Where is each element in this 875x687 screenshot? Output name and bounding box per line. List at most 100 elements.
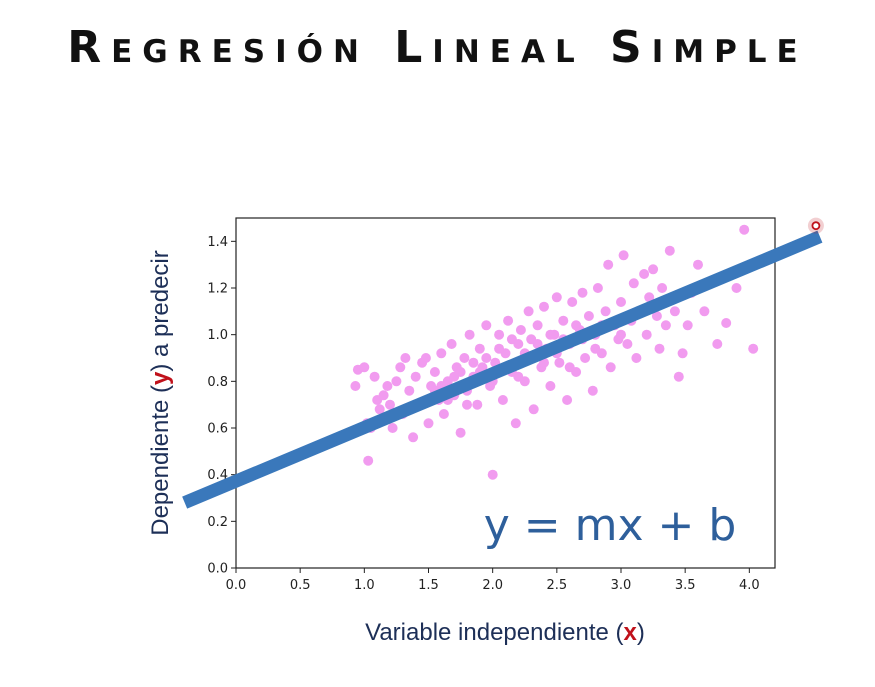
data-point [648,264,659,275]
data-point [669,306,680,317]
x-axis-label: Variable independiente (x) [365,619,645,646]
data-point [423,418,434,429]
x-tick-label: 4.0 [739,578,760,593]
data-point [468,357,479,368]
y-tick-label: 0.8 [207,375,228,390]
data-point [600,306,611,317]
data-point [657,283,668,293]
data-point [497,395,508,405]
y-tick-label: 0.2 [207,515,228,530]
data-point [628,278,639,289]
data-point [641,329,652,340]
y-axis-label-before: Dependiente ( [147,385,174,536]
data-point [449,371,460,382]
x-axis-label-highlight: x [624,619,638,646]
data-point [374,404,385,415]
data-point [391,376,402,387]
data-point [510,418,521,429]
data-point [562,395,573,405]
data-point [564,362,575,373]
data-point [523,306,534,317]
data-point [528,404,539,415]
data-point [400,353,411,363]
data-point [567,297,578,307]
data-point [385,399,395,410]
y-axis-label-highlight: y [147,371,174,385]
data-point [438,409,449,419]
data-point [551,292,562,303]
regression-line [182,230,823,509]
data-point [420,353,431,363]
y-axis-label: Dependiente (y) a predecir [147,250,174,536]
data-point [731,283,742,293]
data-point [631,353,642,363]
y-tick-label: 1.4 [207,235,228,250]
data-point [408,432,419,443]
y-tick-label: 0.4 [207,468,228,483]
data-point [487,469,498,480]
data-point [474,343,485,354]
y-tick-label: 0.0 [207,562,228,577]
data-point [436,348,447,359]
data-point [369,371,380,382]
data-point [481,353,492,363]
data-point [503,315,514,326]
y-axis-label-after: ) a predecir [147,250,174,371]
data-point [404,385,415,396]
data-point [459,353,470,363]
data-point [515,325,526,335]
x-tick-label: 1.0 [354,578,375,593]
y-tick-label: 0.6 [207,422,228,437]
equation-annotation: y = mx + b [484,500,737,551]
data-point [350,381,361,391]
data-point [651,311,662,321]
x-tick-label: 0.5 [290,578,311,593]
data-point [494,329,505,340]
data-point [583,311,594,321]
data-point [410,371,421,382]
data-point [664,245,675,256]
data-point [618,250,629,261]
data-point [359,362,370,373]
data-point [387,423,398,433]
data-point [616,297,626,307]
data-point [660,320,671,331]
data-point [739,224,750,235]
data-point [699,306,710,317]
data-point [539,301,549,312]
data-point [644,292,655,303]
x-tick-label: 3.5 [675,578,696,593]
x-tick-label: 3.0 [611,578,632,593]
data-point [513,371,524,382]
data-point [494,343,505,354]
data-point [554,357,565,368]
data-point [605,362,616,373]
y-tick-label: 1.0 [207,328,228,343]
data-point [382,381,393,391]
data-point [378,390,389,401]
data-point [429,367,440,377]
data-point [363,455,374,466]
x-tick-label: 1.5 [418,578,439,593]
data-point [590,343,601,354]
data-point [654,343,665,354]
data-point [455,427,466,438]
data-point [748,343,759,354]
x-axis-label-before: Variable independiente ( [365,619,623,646]
x-tick-label: 0.0 [226,578,247,593]
data-point [481,320,492,331]
data-point [592,283,603,293]
data-point [603,259,614,270]
data-point [622,339,633,349]
data-point [580,353,591,363]
x-axis-label-after: ) [637,619,645,646]
data-point [506,334,517,345]
data-point [721,318,732,328]
data-point [693,259,703,270]
data-point [395,362,406,373]
data-point [446,339,457,349]
x-tick-label: 2.0 [482,578,503,593]
y-tick-label: 1.2 [207,282,228,297]
data-point [577,287,588,298]
data-point [464,329,475,340]
